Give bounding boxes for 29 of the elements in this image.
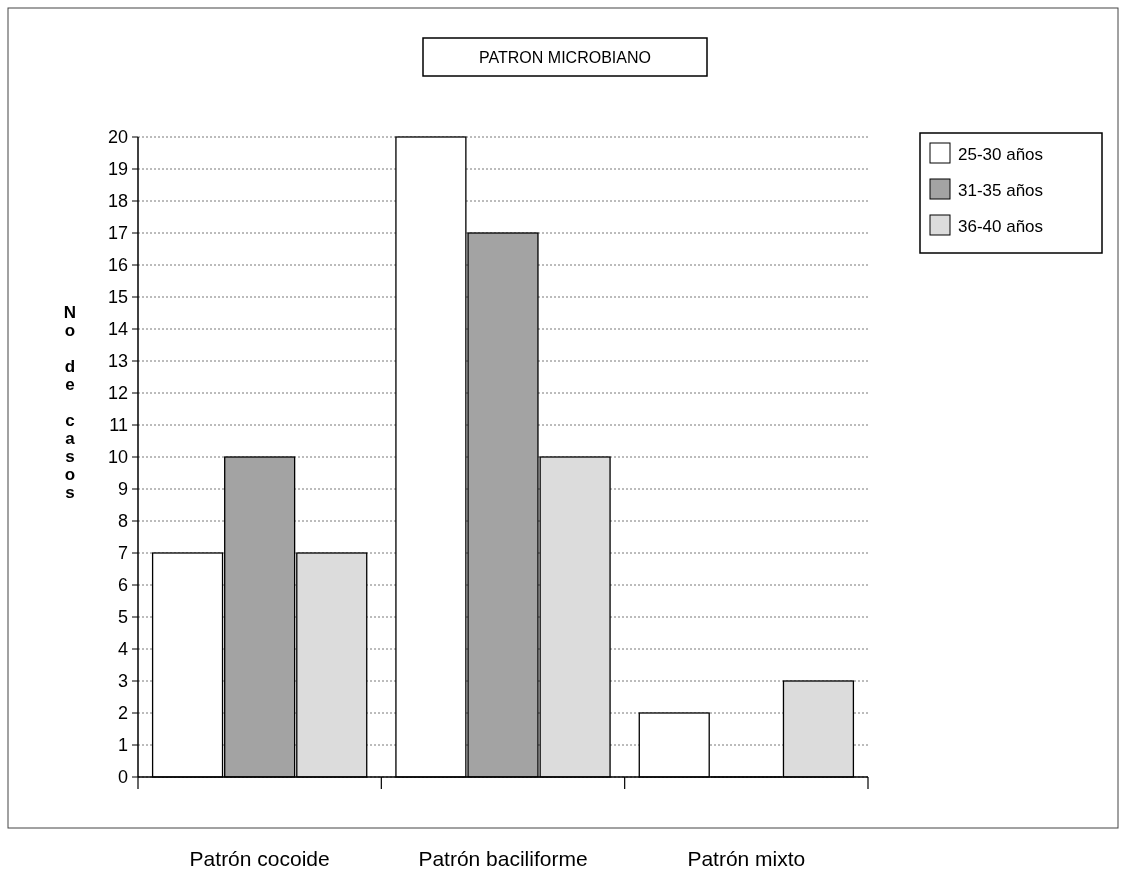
y-tick-label: 1 xyxy=(117,735,128,756)
y-tick-label: 7 xyxy=(117,543,128,564)
legend-label: 25-30 años xyxy=(958,145,1044,164)
y-tick-label: 10 xyxy=(107,447,128,468)
y-tick-label: 20 xyxy=(107,127,128,148)
y-tick-label: 11 xyxy=(109,415,128,436)
y-tick-label: 15 xyxy=(107,287,128,308)
y-tick-label: 4 xyxy=(117,639,128,660)
y-tick-label: 8 xyxy=(117,511,128,532)
y-tick-label: 5 xyxy=(117,607,128,628)
x-tick-label: Patrón cocoide xyxy=(189,847,330,870)
y-tick-label: 0 xyxy=(117,767,128,788)
legend-label: 36-40 años xyxy=(958,217,1044,236)
y-tick-label: 3 xyxy=(117,671,128,692)
x-tick-label: Patrón mixto xyxy=(687,847,806,870)
y-tick-label: 13 xyxy=(107,351,128,372)
y-tick-label: 12 xyxy=(107,383,128,404)
x-tick-label: Patrón baciliforme xyxy=(418,847,588,870)
y-tick-label: 16 xyxy=(107,255,128,276)
chart-title: PATRON MICROBIANO xyxy=(479,49,651,66)
y-tick-label: 18 xyxy=(107,191,128,212)
text: No de casos xyxy=(63,303,77,502)
y-tick-label: 9 xyxy=(117,479,128,500)
legend-label: 31-35 años xyxy=(958,181,1044,200)
y-tick-label: 6 xyxy=(117,575,128,596)
y-tick-label: 14 xyxy=(107,319,128,340)
y-tick-label: 17 xyxy=(107,223,128,244)
y-tick-label: 2 xyxy=(117,703,128,724)
y-tick-label: 19 xyxy=(107,159,128,180)
